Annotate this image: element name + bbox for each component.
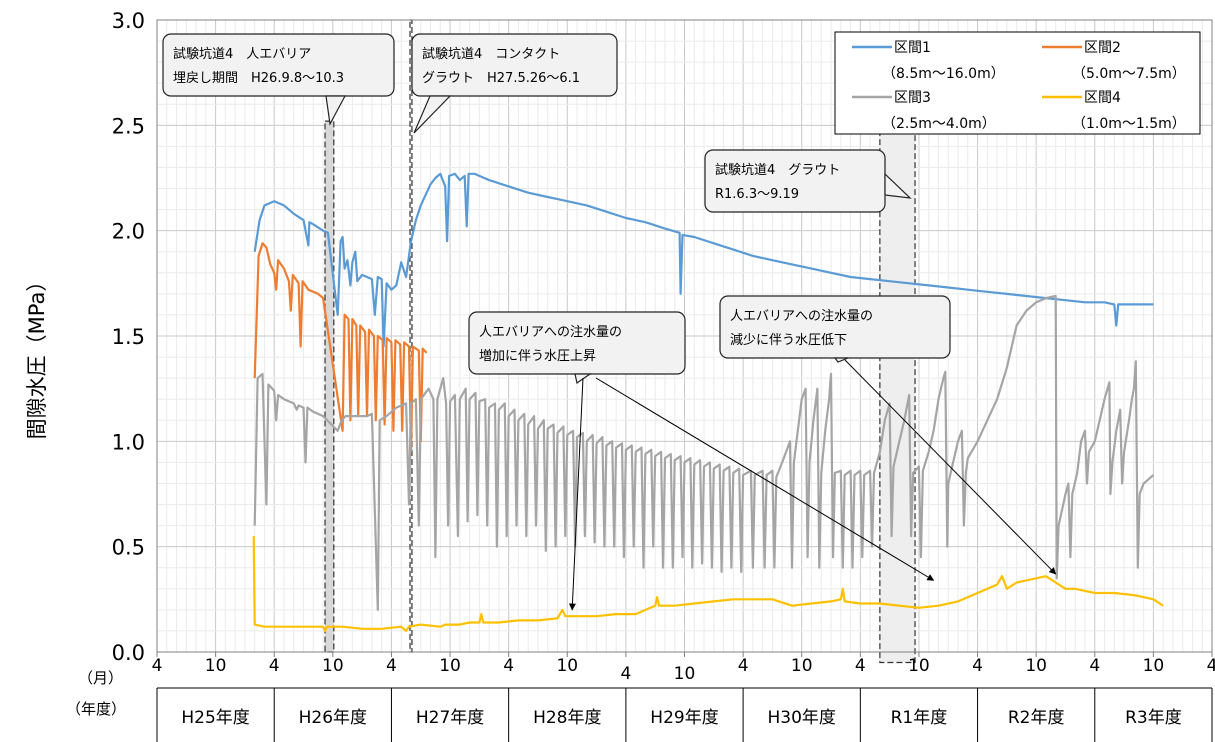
callout-box	[468, 311, 686, 375]
legend-entry: 区間2 （5.0m～7.5m）	[1042, 40, 1186, 82]
fiscal-year-label: R3年度	[1125, 708, 1182, 728]
callout-tail	[833, 357, 849, 363]
x-tick-label: 4	[972, 656, 983, 676]
annotation-arrow	[568, 377, 584, 611]
annotation-arrow	[844, 359, 1057, 575]
y-tick-label: 1.5	[112, 325, 145, 349]
y-axis-ticks: 0.0 0.5 1.0 1.5 2.0 2.5 3.0	[112, 9, 145, 665]
legend-sub: （2.5m～4.0m）	[882, 116, 996, 132]
fiscal-year-label: H27年度	[416, 708, 484, 728]
callout-tail	[884, 172, 912, 199]
legend-sub: （8.5m～16.0m）	[882, 66, 1005, 82]
x-tick-label: 4	[152, 656, 163, 676]
series-line-2	[253, 242, 428, 453]
fiscal-year-unit-label: （年度）	[66, 700, 126, 718]
annotation-arrow	[595, 377, 935, 581]
series-line-3	[253, 294, 1155, 611]
fiscal-year-label: H25年度	[181, 708, 249, 728]
callout-line2: 減少に伴う水圧低下	[730, 332, 847, 348]
x-tick-label: 10	[322, 656, 344, 676]
x-axis-month-ticks: 4 10 4 10 4 10 4 10 4 10 4 10 4 10 4 10 4 10 4	[152, 652, 1215, 684]
x-tick-label: 10	[1025, 656, 1047, 676]
callout-line2: 増加に伴う水圧上昇	[479, 349, 596, 364]
x-tick-label: 10	[908, 656, 930, 676]
y-axis-label: 間隙水圧（MPa）	[25, 271, 49, 440]
x-tick-label: 4	[503, 656, 514, 676]
x-tick-label: 4	[1207, 656, 1215, 676]
fiscal-year-label: H29年度	[650, 708, 718, 728]
fiscal-year-label: H26年度	[299, 708, 367, 728]
x-tick-label: 10	[556, 656, 578, 676]
legend-entry: 区間1 （8.5m～16.0m）	[852, 40, 1005, 82]
legend-name: 区間3	[894, 90, 931, 106]
x-tick-label: 4	[620, 664, 631, 684]
legend: 区間1 （8.5m～16.0m） 区間2 （5.0m～7.5m） 区間3 （2.5m～4.…	[834, 31, 1201, 135]
callout-line1: 人エバリアへの注水量の	[479, 325, 622, 340]
fiscal-year-label: H30年度	[768, 708, 836, 728]
legend-name: 区間1	[894, 40, 931, 56]
y-tick-label: 2.0	[112, 220, 145, 244]
x-tick-label: 10	[439, 656, 461, 676]
legend-name: 区間2	[1084, 40, 1121, 56]
x-tick-label: 4	[269, 656, 280, 676]
x-tick-label: 4	[386, 656, 397, 676]
callout-tail	[325, 95, 347, 126]
legend-entry: 区間3 （2.5m～4.0m）	[852, 90, 996, 132]
callout-line1: 試験坑道4 グラウト	[715, 162, 840, 178]
legend-sub: （1.0m～1.5m）	[1072, 116, 1186, 132]
callout-box	[162, 33, 395, 97]
series-lines	[252, 172, 1164, 632]
shaded-period-backfill	[324, 120, 335, 653]
fiscal-year-label: H28年度	[533, 708, 601, 728]
y-tick-label: 2.5	[112, 114, 145, 138]
callout-line1: 人エバリアへの注水量の	[730, 309, 873, 324]
series-line-4	[252, 536, 1164, 632]
y-tick-label: 1.0	[112, 430, 145, 454]
callout-line1: 試験坑道4 人エバリア	[173, 46, 311, 62]
legend-sub: （5.0m～7.5m）	[1072, 66, 1186, 82]
fiscal-year-label: R2年度	[1008, 708, 1065, 728]
callout-box	[411, 33, 618, 97]
callout-box	[704, 149, 886, 213]
x-tick-label: 4	[855, 656, 866, 676]
callout-3: 試験坑道4 グラウト R1.6.3～9.19	[704, 149, 912, 213]
callout-tail	[413, 95, 452, 134]
fiscal-year-table: H25年度 H26年度 H27年度 H28年度 H29年度 H30年度 R1年度 R2年度 R3…	[156, 687, 1213, 742]
x-tick-label: 10	[1143, 656, 1165, 676]
callout-line2: 埋戻し期間 H26.9.8～10.3	[173, 71, 344, 86]
x-tick-label: 4	[1089, 656, 1100, 676]
x-tick-label: 10	[205, 656, 227, 676]
y-tick-label: 0.5	[112, 536, 145, 560]
callout-line1: 試験坑道4 コンタクト	[422, 46, 560, 62]
series-line-1	[253, 172, 1154, 348]
callout-box	[719, 295, 951, 359]
y-tick-label: 0.0	[112, 641, 145, 665]
legend-name: 区間4	[1084, 90, 1121, 106]
callout-line2: R1.6.3～9.19	[715, 187, 799, 202]
x-tick-label: 10	[674, 664, 696, 684]
x-tick-label: 4	[738, 656, 749, 676]
month-unit-label: （月）	[78, 669, 123, 687]
y-tick-label: 3.0	[112, 9, 145, 33]
legend-entry: 区間4 （1.0m～1.5m）	[1042, 90, 1186, 132]
legend-box	[834, 31, 1201, 135]
fiscal-year-label: R1年度	[891, 708, 948, 728]
callout-line2: グラウト H27.5.26～6.1	[422, 71, 580, 86]
x-tick-label: 10	[791, 656, 813, 676]
